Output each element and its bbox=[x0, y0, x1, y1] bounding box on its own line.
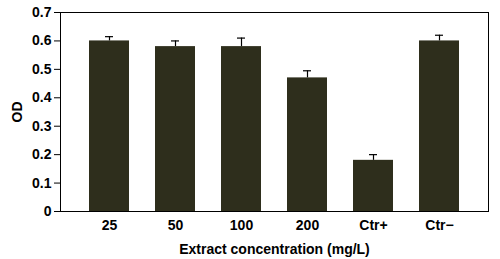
svg-text:0: 0 bbox=[44, 203, 52, 219]
svg-text:200: 200 bbox=[296, 217, 320, 233]
svg-text:Ctr−: Ctr− bbox=[425, 217, 453, 233]
svg-text:0.6: 0.6 bbox=[32, 32, 52, 48]
svg-text:25: 25 bbox=[102, 217, 118, 233]
svg-text:50: 50 bbox=[168, 217, 184, 233]
svg-text:OD: OD bbox=[9, 102, 25, 123]
svg-text:Ctr+: Ctr+ bbox=[359, 217, 387, 233]
svg-text:0.5: 0.5 bbox=[32, 61, 52, 77]
svg-text:0.2: 0.2 bbox=[32, 146, 52, 162]
svg-text:100: 100 bbox=[230, 217, 254, 233]
svg-text:0.4: 0.4 bbox=[32, 89, 52, 105]
svg-text:0.3: 0.3 bbox=[32, 118, 52, 134]
svg-text:0.7: 0.7 bbox=[32, 4, 52, 20]
svg-text:0.1: 0.1 bbox=[32, 175, 52, 191]
svg-text:Extract concentration (mg/L): Extract concentration (mg/L) bbox=[179, 241, 370, 257]
